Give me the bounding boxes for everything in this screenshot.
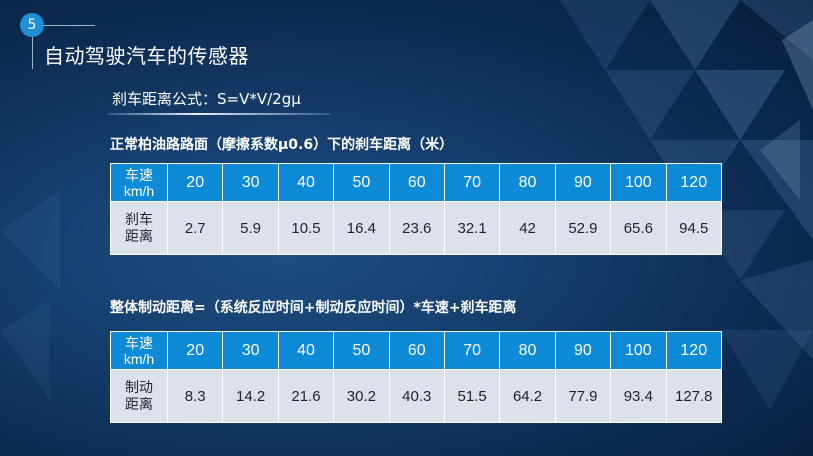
value-cell: 14.2	[222, 369, 279, 423]
speed-cell: 70	[443, 331, 501, 370]
table1-caption: 正常柏油路路面（摩擦系数μ0.6）下的刹车距离（米）	[110, 137, 454, 153]
value-cell: 65.6	[610, 201, 667, 255]
value-cell: 94.5	[665, 201, 723, 255]
value-cell: 5.9	[222, 201, 279, 255]
row-label-line1: 制动	[125, 379, 153, 395]
value-cell: 52.9	[554, 201, 612, 255]
table-header-row: 车速 km/h 20 30 40 50 60 70 80 90 100 120	[110, 163, 723, 202]
slide-title: 自动驾驶汽车的传感器	[44, 44, 249, 68]
speed-cell: 80	[499, 331, 556, 370]
value-cell: 32.1	[443, 201, 501, 255]
speed-cell: 20	[166, 331, 224, 370]
value-cell: 8.3	[166, 369, 224, 423]
speed-cell: 30	[222, 163, 279, 202]
row-label-line1: 刹车	[125, 211, 153, 227]
speed-label-line1: 车速	[125, 334, 153, 351]
speed-label-line2: km/h	[123, 182, 155, 199]
value-cell: 16.4	[333, 201, 390, 255]
value-cell: 10.5	[277, 201, 335, 255]
slide-number-badge: 5	[20, 13, 44, 37]
speed-cell: 40	[277, 163, 335, 202]
speed-cell: 60	[388, 331, 445, 370]
speed-cell: 70	[443, 163, 501, 202]
speed-label-line2: km/h	[123, 350, 155, 367]
speed-cell: 120	[665, 331, 723, 370]
formula-underline	[108, 113, 330, 115]
braking-distance-table: 车速 km/h 20 30 40 50 60 70 80 90 100 120 …	[110, 163, 723, 255]
speed-cell: 90	[554, 163, 612, 202]
value-cell: 23.6	[388, 201, 445, 255]
speed-label-line1: 车速	[125, 166, 153, 183]
speed-header-label: 车速 km/h	[110, 331, 168, 370]
value-cell: 77.9	[554, 369, 612, 423]
speed-cell: 50	[333, 331, 390, 370]
frame-line-left	[32, 25, 33, 69]
speed-cell: 100	[610, 331, 667, 370]
value-cell: 93.4	[610, 369, 667, 423]
value-cell: 42	[499, 201, 556, 255]
value-cell: 40.3	[388, 369, 445, 423]
speed-cell: 120	[665, 163, 723, 202]
frame-line-top	[32, 25, 95, 26]
value-cell: 30.2	[333, 369, 390, 423]
speed-cell: 50	[333, 163, 390, 202]
value-cell: 21.6	[277, 369, 335, 423]
brake-formula: 刹车距离公式：S=V*V/2gμ	[112, 90, 301, 108]
speed-cell: 90	[554, 331, 612, 370]
value-cell: 64.2	[499, 369, 556, 423]
table-row: 刹车 距离 2.7 5.9 10.5 16.4 23.6 32.1 42 52.…	[110, 201, 723, 255]
table2-caption: 整体制动距离=（系统反应时间+制动反应时间）*车速+刹车距离	[110, 300, 517, 316]
speed-cell: 80	[499, 163, 556, 202]
brake-distance-label: 刹车 距离	[110, 201, 168, 255]
row-label-line2: 距离	[125, 228, 153, 244]
value-cell: 51.5	[443, 369, 501, 423]
total-stopping-distance-table: 车速 km/h 20 30 40 50 60 70 80 90 100 120 …	[110, 331, 723, 423]
value-cell: 2.7	[166, 201, 224, 255]
stopping-distance-label: 制动 距离	[110, 369, 168, 423]
speed-cell: 20	[166, 163, 224, 202]
speed-cell: 100	[610, 163, 667, 202]
table-row: 制动 距离 8.3 14.2 21.6 30.2 40.3 51.5 64.2 …	[110, 369, 723, 423]
speed-header-label: 车速 km/h	[110, 163, 168, 202]
table-header-row: 车速 km/h 20 30 40 50 60 70 80 90 100 120	[110, 331, 723, 370]
speed-cell: 40	[277, 331, 335, 370]
speed-cell: 60	[388, 163, 445, 202]
speed-cell: 30	[222, 331, 279, 370]
row-label-line2: 距离	[125, 396, 153, 412]
value-cell: 127.8	[665, 369, 723, 423]
